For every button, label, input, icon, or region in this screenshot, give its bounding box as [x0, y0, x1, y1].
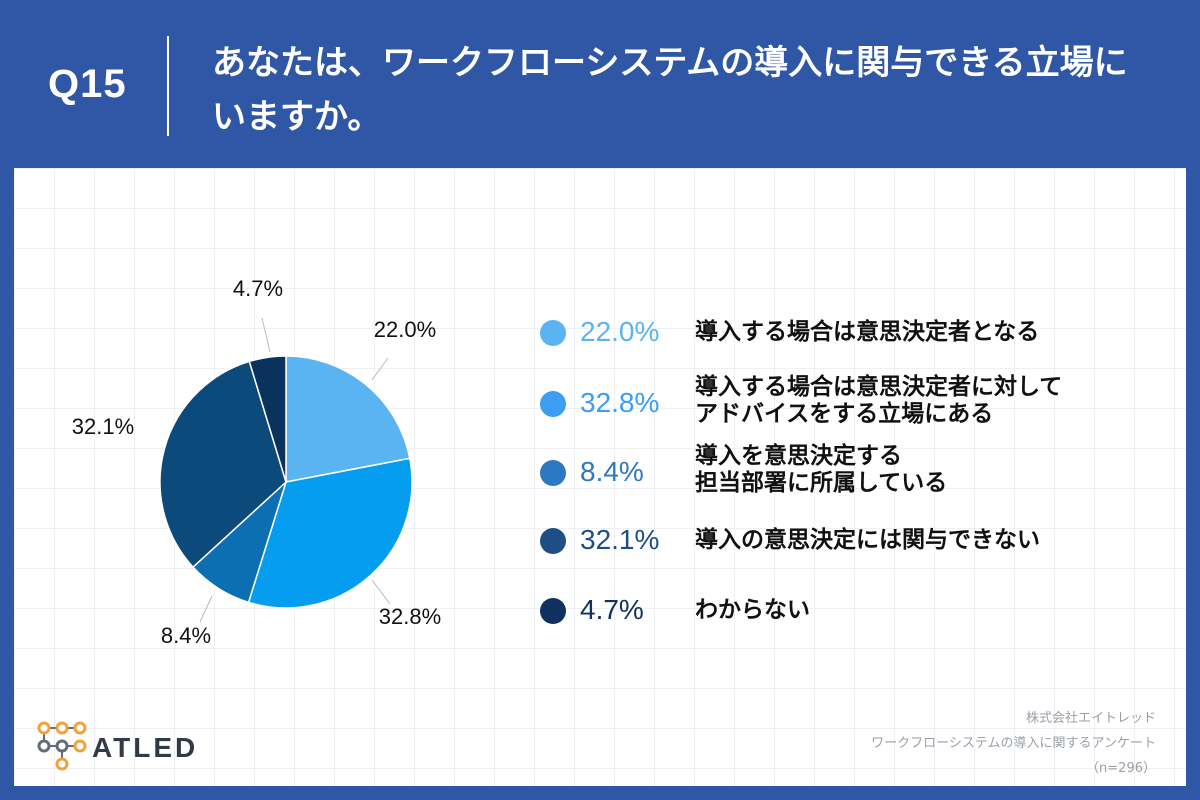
question-label: Q15	[48, 62, 127, 106]
leader-line	[371, 357, 389, 381]
legend-dot-icon	[540, 460, 566, 486]
legend-item-not-involved: 32.1% 導入の意思決定には関与できない	[540, 524, 1160, 594]
legend-item-advisor: 32.8% 導入する場合は意思決定者に対して アドバイスをする立場にある	[540, 374, 1160, 457]
legend-label-line1: 導入する場合は意思決定者に対して	[695, 374, 1063, 400]
legend-label: 導入する場合は意思決定者となる	[695, 319, 1155, 346]
question-title-line1: あなたは、ワークフローシステムの導入に関与できる立場に	[212, 43, 1128, 83]
header: Q15 あなたは、ワークフローシステムの導入に関与できる立場に いますか。	[0, 0, 1200, 168]
pie-data-label: 22.0%	[374, 317, 436, 342]
question-title-line2: いますか。	[212, 97, 382, 137]
legend-label-line2: 担当部署に所属している	[695, 470, 948, 496]
pie-data-label: 8.4%	[161, 623, 211, 648]
legend-label-line1: 導入の意思決定には関与できない	[695, 527, 1040, 553]
legend-label-line1: 導入する場合は意思決定者となる	[695, 319, 1040, 345]
question-title: あなたは、ワークフローシステムの導入に関与できる立場に いますか。	[212, 36, 1172, 144]
pie-data-label: 32.8%	[379, 604, 441, 629]
pie-slice	[159, 360, 287, 569]
legend-percent: 4.7%	[580, 594, 644, 625]
source-note: 株式会社エイトレッド ワークフローシステムの導入に関するアンケート （n=296…	[871, 706, 1156, 781]
header-divider	[167, 36, 169, 136]
legend-dot-icon	[540, 391, 566, 417]
logo-text: ATLED	[92, 732, 199, 763]
leader-line	[199, 595, 213, 623]
legend-item-decision-maker: 22.0% 導入する場合は意思決定者となる	[540, 316, 1160, 386]
legend-label-line1: 導入を意思決定する	[695, 443, 902, 469]
pie-data-label: 32.1%	[72, 414, 134, 439]
sample-size: （n=296）	[1086, 761, 1156, 776]
legend-label: 導入する場合は意思決定者に対して アドバイスをする立場にある	[695, 374, 1155, 428]
pie-slice	[247, 457, 413, 609]
legend-dot-icon	[540, 528, 566, 554]
legend-percent: 32.8%	[580, 387, 660, 418]
pie-data-label: 4.7%	[233, 276, 283, 301]
legend-label: わからない	[695, 597, 1155, 624]
logo-network-icon	[37, 721, 87, 771]
company-name: 株式会社エイトレッド	[1025, 711, 1156, 726]
legend-label-line1: わからない	[695, 597, 810, 623]
leader-line	[371, 579, 391, 605]
legend-item-unknown: 4.7% わからない	[540, 594, 1160, 664]
legend-percent: 8.4%	[580, 456, 644, 487]
pie-slice	[285, 355, 411, 483]
survey-name: ワークフローシステムの導入に関するアンケート	[871, 736, 1156, 751]
legend-label-line2: アドバイスをする立場にある	[695, 401, 994, 427]
legend-percent: 32.1%	[580, 524, 660, 555]
legend-dot-icon	[540, 320, 566, 346]
pie-slice	[248, 355, 287, 483]
legend-item-department: 8.4% 導入を意思決定する 担当部署に所属している	[540, 443, 1160, 526]
legend-label: 導入の意思決定には関与できない	[695, 527, 1155, 554]
legend-dot-icon	[540, 598, 566, 624]
leader-line	[261, 317, 271, 353]
legend-percent: 22.0%	[580, 316, 660, 347]
legend-label: 導入を意思決定する 担当部署に所属している	[695, 443, 1155, 497]
atled-logo: ATLED	[36, 718, 206, 774]
